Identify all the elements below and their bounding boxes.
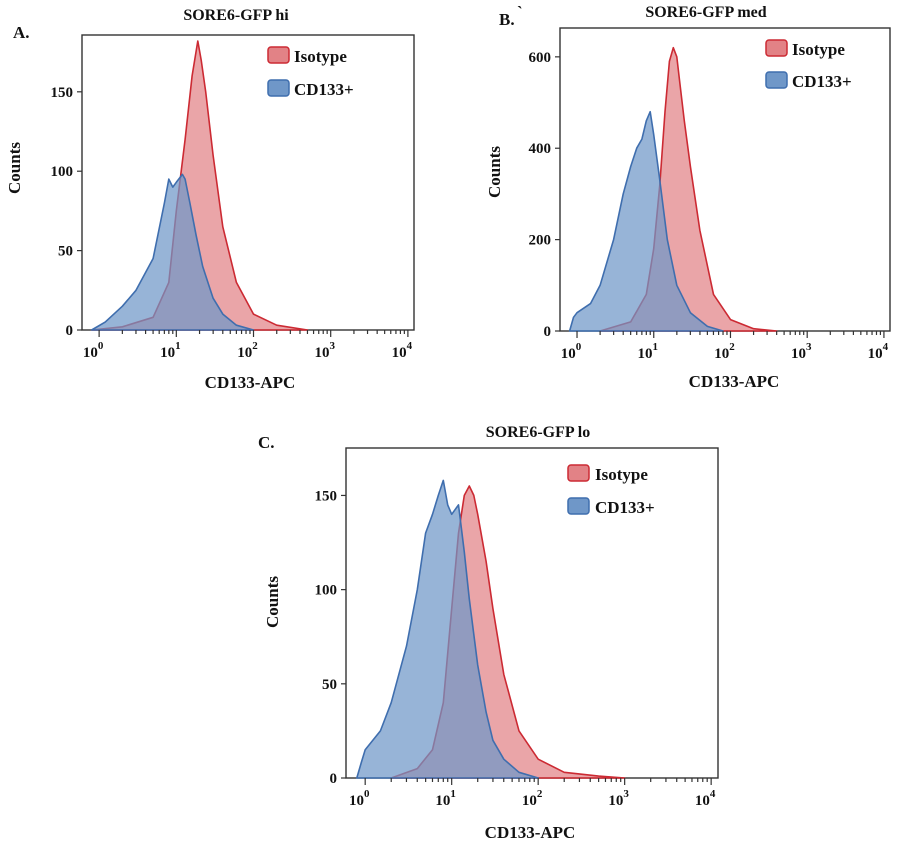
x-tick-label: 100 <box>83 340 104 361</box>
panel-c-plot: 0 50 100 150 100 101 102 103 104 <box>315 447 719 809</box>
x-tick-label: 101 <box>435 788 456 809</box>
legend-label-isotype: Isotype <box>792 40 845 59</box>
y-tick-label: 100 <box>315 583 338 599</box>
legend-swatch-isotype <box>267 46 290 64</box>
cd133-area <box>356 479 539 779</box>
panel-a-title: SORE6-GFP hi <box>183 7 289 24</box>
panel-b-mark: ` <box>517 3 523 22</box>
legend-label-cd133: CD133+ <box>792 72 852 91</box>
panel-a: A. SORE6-GFP hi Counts CD133-APC 0 50 100 1… <box>5 7 415 392</box>
y-tick-label: 150 <box>315 488 338 504</box>
x-tick-label: 101 <box>637 341 658 362</box>
legend-label-cd133: CD133+ <box>294 80 354 99</box>
y-tick-label: 0 <box>544 324 552 340</box>
panel-b-ylabel: Counts <box>485 146 504 198</box>
y-tick-label: 50 <box>58 244 73 260</box>
y-tick-label: 50 <box>322 677 337 693</box>
legend-swatch-cd133 <box>567 497 590 515</box>
panel-b-xlabel: CD133-APC <box>689 372 780 391</box>
x-tick-label: 102 <box>522 788 543 809</box>
x-tick-label: 102 <box>714 341 735 362</box>
legend-label-cd133: CD133+ <box>595 498 655 517</box>
legend-swatch-isotype <box>567 464 590 482</box>
panel-a-letter: A. <box>13 23 30 42</box>
panel-c-letter: C. <box>258 433 275 452</box>
legend-swatch-isotype <box>765 39 788 57</box>
x-tick-label: 104 <box>392 340 413 361</box>
cd133-area <box>90 173 255 331</box>
x-tick-label: 104 <box>868 341 889 362</box>
panel-c: C. SORE6-GFP lo Counts CD133-APC 0 50 100 1… <box>258 424 719 842</box>
panel-a-plot: 0 50 100 150 100 101 102 103 104 <box>51 34 415 361</box>
panel-c-ylabel: Counts <box>263 576 282 628</box>
panel-b-letter: B. <box>499 10 515 29</box>
y-tick-label: 150 <box>51 85 74 101</box>
panel-c-legend: Isotype CD133+ <box>567 464 655 517</box>
plot-frame <box>81 34 415 331</box>
panel-b-legend: Isotype CD133+ <box>765 39 852 91</box>
x-tick-label: 102 <box>237 340 258 361</box>
x-tick-label: 100 <box>561 341 582 362</box>
x-tick-label: 103 <box>608 788 629 809</box>
panel-c-title: SORE6-GFP lo <box>486 424 590 441</box>
panel-b: B. ` SORE6-GFP med Counts CD133-APC 0 200… <box>485 3 891 391</box>
panel-a-legend: Isotype CD133+ <box>267 46 354 99</box>
y-tick-label: 0 <box>330 771 338 787</box>
panel-c-xlabel: CD133-APC <box>485 823 576 842</box>
x-tick-label: 104 <box>695 788 716 809</box>
x-tick-label: 101 <box>160 340 181 361</box>
x-tick-label: 103 <box>791 341 812 362</box>
cd133-area <box>568 110 724 332</box>
x-tick-label: 103 <box>314 340 335 361</box>
y-tick-label: 600 <box>529 50 552 66</box>
y-tick-label: 100 <box>51 164 74 180</box>
panel-b-title: SORE6-GFP med <box>645 4 766 21</box>
panel-a-xlabel: CD133-APC <box>205 373 296 392</box>
y-tick-label: 200 <box>529 233 552 249</box>
legend-swatch-cd133 <box>765 71 788 89</box>
legend-swatch-cd133 <box>267 79 290 97</box>
y-tick-label: 400 <box>529 141 552 157</box>
legend-label-isotype: Isotype <box>294 47 347 66</box>
panel-a-ylabel: Counts <box>5 142 24 194</box>
y-tick-label: 0 <box>66 323 74 339</box>
x-tick-label: 100 <box>349 788 370 809</box>
panel-b-plot: 0 200 400 600 100 101 102 103 104 <box>529 27 891 362</box>
legend-label-isotype: Isotype <box>595 465 648 484</box>
